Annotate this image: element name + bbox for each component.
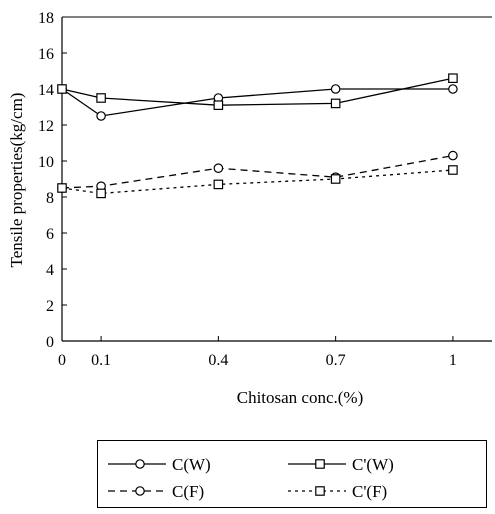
y-tick-label: 10 [38, 154, 54, 171]
series-line [61, 77, 454, 106]
series-line [61, 88, 453, 117]
legend-marker [135, 459, 145, 469]
data-point [213, 179, 224, 190]
data-point [448, 84, 458, 94]
data-point [330, 174, 341, 184]
data-point [96, 188, 106, 199]
x-tick-label: 0.1 [91, 352, 111, 369]
legend: C(W) C'(W) C(F) C'(F) [97, 440, 487, 508]
series-4 [57, 165, 458, 199]
series-group [57, 73, 458, 199]
legend-entry: C'(F) [288, 482, 387, 501]
data-point [448, 73, 458, 83]
y-tick-label: 14 [38, 82, 54, 99]
y-tick-label: 8 [46, 190, 54, 207]
legend-marker [135, 486, 145, 496]
series-3 [57, 150, 458, 193]
x-tick-label: 0.7 [326, 352, 346, 369]
legend-marker [315, 459, 325, 469]
data-point [330, 98, 341, 109]
series-2 [57, 73, 458, 110]
data-point [96, 111, 106, 121]
data-point [213, 163, 224, 173]
legend-entries: C(W) C'(W) C(F) C'(F) [108, 455, 394, 501]
legend-entry: C(F) [108, 482, 204, 501]
data-point [213, 100, 224, 110]
y-tick-label: 6 [46, 226, 54, 243]
y-tick-label: 18 [38, 10, 54, 27]
series-line [61, 169, 453, 195]
y-axis-label: Tensile properties(kg/cm) [7, 93, 26, 268]
x-tick-label: 0.4 [208, 352, 228, 369]
legend-marker [315, 486, 325, 496]
data-point [330, 84, 341, 94]
legend-label: C(W) [172, 455, 211, 474]
legend-entry: C'(W) [288, 455, 394, 474]
data-point [57, 183, 67, 193]
legend-label: C(F) [172, 482, 204, 501]
data-point [96, 93, 106, 103]
y-tick-label: 12 [38, 118, 54, 135]
y-tick-label: 16 [38, 46, 54, 63]
x-tick-label: 1 [449, 352, 457, 369]
x-ticks: 0 0.1 0.4 0.7 1 [58, 336, 457, 369]
legend-label: C'(W) [352, 455, 394, 474]
y-tick-label: 2 [46, 298, 54, 315]
y-ticks: 0 2 4 6 8 10 12 14 16 18 [38, 10, 67, 351]
x-tick-label: 0 [58, 352, 66, 369]
legend-label: C'(F) [352, 482, 387, 501]
data-point [448, 150, 458, 161]
data-point [448, 165, 458, 175]
axes [61, 16, 492, 342]
data-point [57, 84, 67, 94]
x-axis-label: Chitosan conc.(%) [237, 388, 364, 407]
y-tick-label: 0 [46, 334, 54, 351]
legend-entry: C(W) [108, 455, 211, 474]
y-tick-label: 4 [46, 262, 54, 279]
